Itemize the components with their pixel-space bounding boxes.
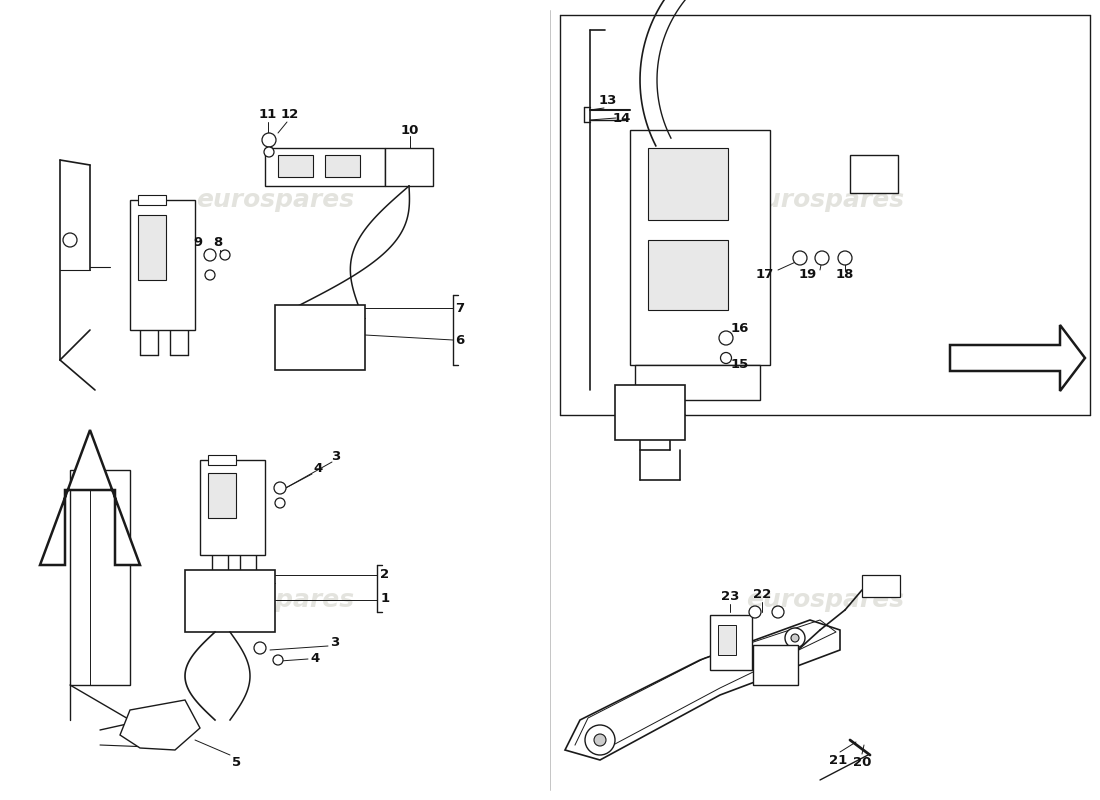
Text: 5: 5 [232, 755, 242, 769]
Circle shape [793, 251, 807, 265]
Text: 2: 2 [381, 569, 389, 582]
FancyBboxPatch shape [324, 155, 360, 177]
FancyBboxPatch shape [208, 455, 236, 465]
Circle shape [720, 353, 732, 363]
FancyBboxPatch shape [200, 460, 265, 555]
Text: 22: 22 [752, 587, 771, 601]
Polygon shape [40, 430, 140, 565]
Circle shape [838, 251, 853, 265]
Text: eurospares: eurospares [746, 588, 904, 612]
Text: 16: 16 [730, 322, 749, 334]
Text: 9: 9 [194, 237, 202, 250]
Circle shape [785, 628, 805, 648]
Text: 17: 17 [756, 269, 774, 282]
Text: 3: 3 [330, 635, 340, 649]
Circle shape [264, 147, 274, 157]
Text: 4: 4 [314, 462, 322, 474]
Text: 15: 15 [730, 358, 749, 371]
FancyBboxPatch shape [185, 570, 275, 632]
Circle shape [791, 634, 799, 642]
Text: 1: 1 [381, 591, 389, 605]
FancyBboxPatch shape [265, 148, 385, 186]
Circle shape [772, 606, 784, 618]
Text: 13: 13 [598, 94, 617, 106]
Text: 10: 10 [400, 123, 419, 137]
Circle shape [594, 734, 606, 746]
Text: 8: 8 [213, 237, 222, 250]
FancyBboxPatch shape [648, 148, 728, 220]
FancyBboxPatch shape [754, 645, 798, 685]
Text: eurospares: eurospares [196, 588, 354, 612]
FancyBboxPatch shape [130, 200, 195, 330]
FancyBboxPatch shape [275, 305, 365, 370]
FancyBboxPatch shape [70, 470, 130, 685]
FancyBboxPatch shape [710, 615, 752, 670]
Text: 7: 7 [455, 302, 464, 314]
Text: 18: 18 [836, 269, 855, 282]
Text: 4: 4 [310, 651, 320, 665]
Circle shape [262, 133, 276, 147]
FancyBboxPatch shape [278, 155, 314, 177]
Text: eurospares: eurospares [746, 188, 904, 212]
FancyBboxPatch shape [138, 195, 166, 205]
Text: 19: 19 [799, 269, 817, 282]
FancyBboxPatch shape [138, 215, 166, 280]
Polygon shape [565, 620, 840, 760]
FancyBboxPatch shape [635, 365, 760, 400]
Circle shape [719, 331, 733, 345]
Text: eurospares: eurospares [196, 188, 354, 212]
Text: 12: 12 [280, 109, 299, 122]
Circle shape [274, 482, 286, 494]
Text: 20: 20 [852, 755, 871, 769]
Circle shape [273, 655, 283, 665]
Circle shape [749, 606, 761, 618]
Circle shape [815, 251, 829, 265]
FancyBboxPatch shape [630, 130, 770, 365]
Circle shape [585, 725, 615, 755]
Text: 21: 21 [829, 754, 847, 766]
FancyBboxPatch shape [615, 385, 685, 440]
Text: 14: 14 [613, 111, 631, 125]
Text: 6: 6 [455, 334, 464, 346]
Circle shape [275, 498, 285, 508]
Polygon shape [950, 325, 1085, 391]
FancyBboxPatch shape [648, 240, 728, 310]
Circle shape [254, 642, 266, 654]
Text: 11: 11 [258, 109, 277, 122]
FancyBboxPatch shape [718, 625, 736, 655]
FancyBboxPatch shape [862, 575, 900, 597]
Circle shape [205, 270, 214, 280]
Polygon shape [120, 700, 200, 750]
FancyBboxPatch shape [850, 155, 898, 193]
Circle shape [220, 250, 230, 260]
Circle shape [204, 249, 216, 261]
Circle shape [63, 233, 77, 247]
Text: 23: 23 [720, 590, 739, 602]
Text: 3: 3 [331, 450, 341, 462]
FancyBboxPatch shape [208, 473, 236, 518]
FancyBboxPatch shape [385, 148, 433, 186]
